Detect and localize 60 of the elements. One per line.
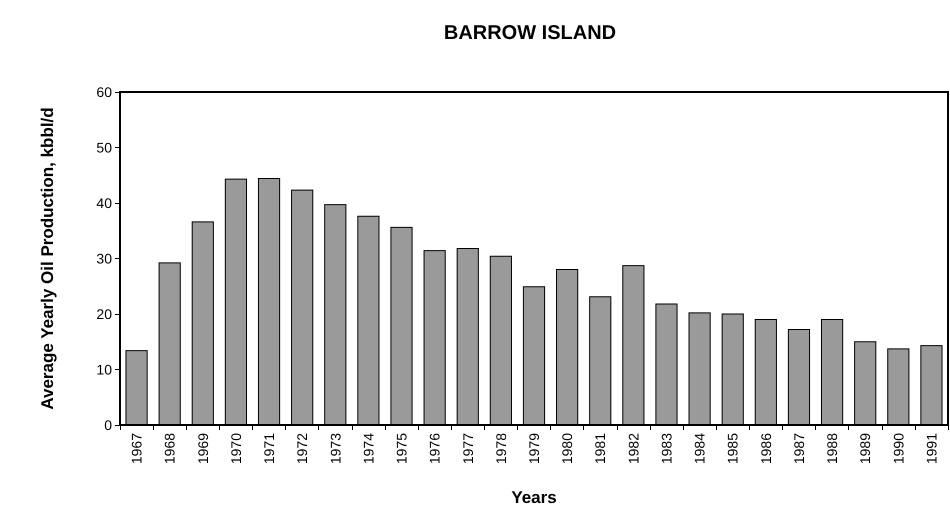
bar	[722, 313, 744, 425]
y-tick-label: 20	[96, 306, 112, 322]
x-tick-label: 1977	[460, 432, 476, 464]
bar	[688, 312, 711, 425]
x-tick-label: 1982	[625, 432, 642, 464]
bar	[390, 226, 413, 425]
bar	[622, 265, 644, 425]
y-tick-label: 50	[96, 140, 112, 156]
bar	[754, 318, 777, 425]
x-tick-label: 1984	[692, 432, 708, 464]
x-tick-label: 1985	[724, 432, 741, 464]
x-axis-title: Years	[511, 488, 557, 507]
x-tick-label: 1973	[327, 432, 344, 464]
x-tick-label: 1991	[923, 432, 940, 464]
bar	[424, 250, 446, 425]
bar	[456, 248, 479, 425]
y-tick-label: 60	[96, 84, 112, 100]
y-axis-title: Average Yearly Oil Production, kbbl/d	[38, 107, 57, 410]
bar	[490, 256, 512, 425]
x-tick-label: 1988	[824, 432, 840, 464]
x-tick-label: 1986	[758, 432, 774, 464]
bar	[556, 269, 578, 425]
bar	[224, 178, 248, 425]
bar	[324, 204, 346, 425]
bar	[655, 303, 678, 425]
bar	[258, 178, 280, 425]
x-tick-label: 1979	[526, 432, 542, 464]
bar	[887, 348, 910, 425]
y-tick-label: 40	[96, 195, 112, 211]
bar	[788, 328, 810, 425]
bar	[522, 286, 546, 425]
bar	[291, 190, 314, 425]
y-tick-label: 30	[96, 250, 112, 266]
x-tick-label: 1990	[890, 432, 906, 464]
x-tick-label: 1972	[294, 432, 310, 464]
x-tick-label: 1968	[162, 432, 178, 464]
y-tick-label: 0	[104, 417, 112, 433]
x-tick-label: 1987	[790, 432, 807, 464]
x-tick-label: 1970	[228, 432, 244, 464]
bar	[820, 318, 844, 425]
bar	[125, 350, 148, 425]
bar	[589, 296, 612, 425]
x-tick-label: 1971	[261, 432, 278, 464]
bar	[357, 216, 380, 425]
y-tick-label: 10	[96, 362, 112, 378]
x-tick-label: 1967	[128, 432, 145, 464]
x-tick-label: 1980	[559, 432, 576, 464]
x-tick-label: 1969	[194, 432, 211, 464]
x-tick-label: 1976	[426, 432, 443, 464]
x-tick-label: 1975	[394, 432, 410, 464]
x-tick-label: 1981	[592, 432, 608, 464]
x-tick-label: 1974	[360, 432, 376, 464]
x-tick-label: 1989	[857, 432, 874, 464]
bar	[920, 345, 943, 425]
bar	[192, 221, 214, 425]
x-tick-label: 1978	[492, 432, 509, 464]
chart-title: BARROW ISLAND	[444, 22, 616, 44]
bar	[158, 262, 181, 425]
x-tick-label: 1983	[658, 432, 674, 464]
bar	[854, 341, 876, 425]
